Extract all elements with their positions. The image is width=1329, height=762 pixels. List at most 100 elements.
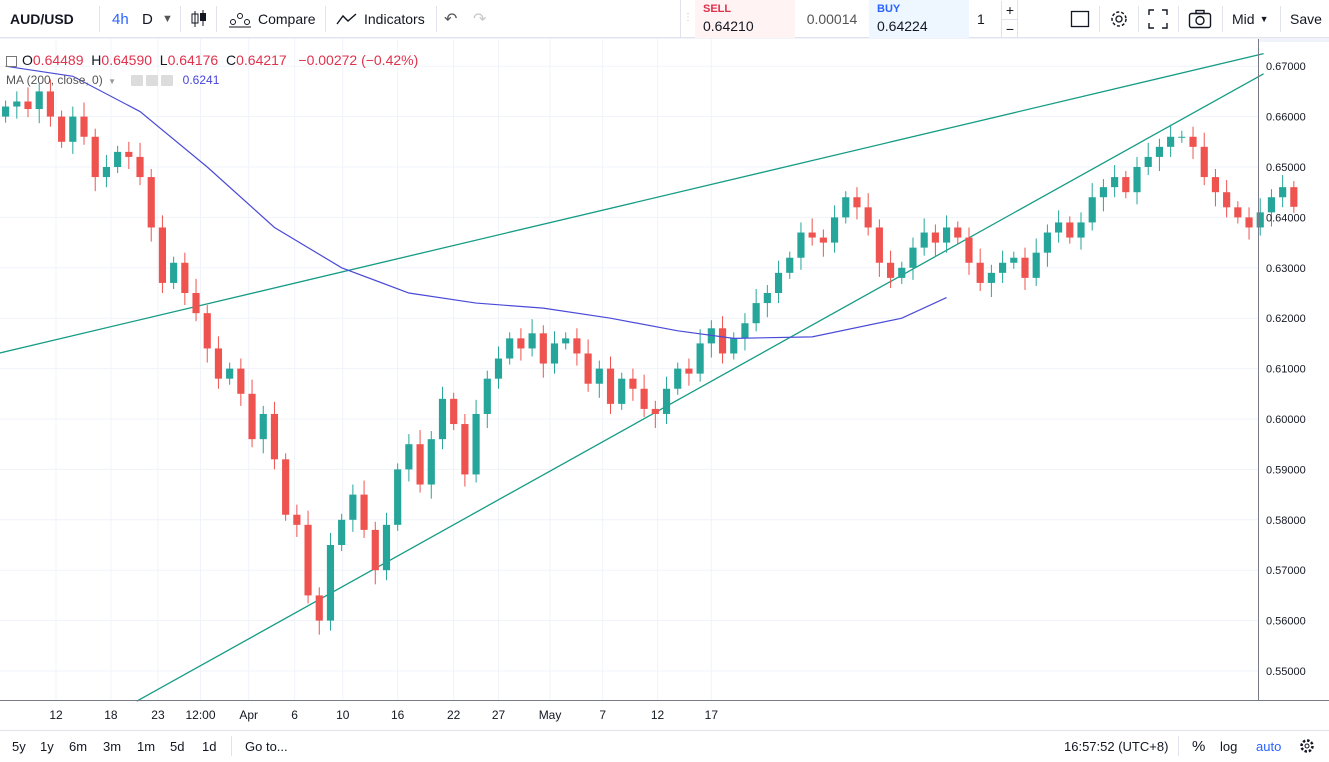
goto-button[interactable]: Go to... — [245, 738, 288, 754]
candle-body — [1178, 136, 1186, 138]
undo-icon[interactable]: ↶ — [444, 11, 458, 28]
chevron-down-icon[interactable]: ▼ — [108, 77, 116, 86]
close-icon[interactable] — [161, 75, 174, 87]
price-chart[interactable]: 0.55000 0.56000 0.57000 0.58000 0.59000 0.600… — [0, 39, 1329, 730]
log-toggle[interactable]: log — [1220, 738, 1238, 754]
chevron-down-icon[interactable]: ▼ — [162, 13, 173, 25]
y-tick-label: 0.61000 — [1266, 364, 1306, 376]
x-tick-label: 22 — [447, 708, 461, 722]
range-button-6m[interactable]: 6m — [69, 738, 88, 754]
candle-body — [1223, 192, 1231, 208]
candle-body — [450, 398, 458, 425]
gear-icon[interactable] — [1299, 731, 1315, 761]
range-button-5d[interactable]: 5d — [170, 738, 185, 754]
buy-button[interactable]: BUY 0.64224 — [869, 0, 969, 38]
candle-body — [517, 338, 525, 349]
quantity-plus-button[interactable]: + — [1001, 1, 1018, 19]
percent-toggle[interactable]: % — [1192, 737, 1206, 755]
symbol-label[interactable]: AUD/USD — [10, 11, 74, 27]
candle-body — [976, 262, 984, 283]
x-tick-label: 6 — [291, 708, 298, 722]
candle-body — [752, 303, 760, 324]
candle-body — [629, 378, 637, 389]
fullscreen-icon[interactable] — [1141, 0, 1175, 38]
y-tick-label: 0.60000 — [1266, 414, 1306, 426]
candle-body — [696, 343, 704, 374]
candle-body — [506, 338, 514, 359]
candle-body — [394, 469, 402, 525]
candle-body — [158, 227, 167, 283]
candle-body — [931, 232, 939, 243]
candle-body — [797, 232, 805, 258]
trendline — [0, 52, 1264, 354]
toolbar-divider — [1280, 6, 1281, 32]
candle-body — [80, 116, 88, 137]
range-button-1m[interactable]: 1m — [137, 738, 156, 754]
candle-body — [685, 368, 693, 374]
candle-body — [1055, 222, 1063, 233]
candle-body — [774, 272, 783, 293]
candle-body — [226, 368, 234, 379]
candle-body — [830, 217, 839, 243]
candle-body — [248, 393, 256, 440]
candle-body — [763, 293, 771, 304]
y-tick-label: 0.57000 — [1266, 565, 1306, 577]
plot-area — [0, 39, 1258, 700]
clock[interactable]: 16:57:52 (UTC+8) — [1064, 738, 1169, 754]
x-tick-label: 12 — [651, 708, 665, 722]
candle-body — [1267, 197, 1276, 213]
low-value: 0.64176 — [167, 52, 219, 68]
sell-button[interactable]: SELL 0.64210 — [695, 0, 795, 38]
toolbar-divider — [231, 736, 232, 756]
close-label: C — [225, 52, 237, 68]
ma-label[interactable]: MA (200, close, 0) — [6, 73, 103, 87]
range-button-5y[interactable]: 5y — [12, 738, 26, 754]
candle-body — [438, 398, 447, 440]
candle-body — [13, 101, 21, 107]
candle-body — [606, 368, 615, 404]
ma-legend: MA (200, close, 0) ▼ 0.6241 — [6, 73, 219, 87]
save-button[interactable]: Save — [1290, 11, 1322, 27]
candle-body — [1066, 222, 1074, 238]
rectangle-icon[interactable] — [1063, 0, 1097, 38]
y-tick-label: 0.63000 — [1266, 263, 1306, 275]
candle-body — [1211, 177, 1220, 193]
range-button-3m[interactable]: 3m — [103, 738, 122, 754]
candle-body — [1133, 167, 1141, 193]
candle-body — [259, 413, 267, 440]
indicators-button[interactable]: Indicators — [336, 0, 425, 38]
resolution-button[interactable]: D — [142, 10, 153, 28]
candle-body — [125, 151, 133, 157]
x-tick-label: 10 — [336, 708, 350, 722]
candle-body — [46, 91, 54, 117]
candle-body — [1189, 136, 1197, 147]
range-button-1d[interactable]: 1d — [202, 738, 217, 754]
candles-icon[interactable] — [190, 0, 208, 38]
drag-handle-icon[interactable]: ⋮⋮ — [683, 12, 701, 23]
quantity-minus-button[interactable]: − — [1001, 19, 1018, 38]
range-button-1y[interactable]: 1y — [40, 738, 54, 754]
sell-label: SELL — [703, 3, 732, 15]
candle-body — [954, 227, 962, 238]
y-tick-label: 0.62000 — [1266, 313, 1306, 325]
price-source-dropdown[interactable]: Mid ▼ — [1232, 0, 1268, 38]
candle-body — [886, 262, 895, 278]
toolbar-divider — [99, 6, 100, 32]
trendlines — [0, 52, 1264, 702]
interval-button[interactable]: 4h — [112, 10, 129, 28]
settings-icon[interactable] — [146, 75, 159, 87]
x-tick-label: 27 — [492, 708, 506, 722]
candle-body — [1279, 187, 1287, 198]
gear-icon[interactable] — [1102, 0, 1136, 38]
redo-icon[interactable]: ↷ — [473, 11, 487, 28]
camera-icon[interactable] — [1183, 0, 1217, 38]
quantity-value[interactable]: 1 — [977, 11, 985, 27]
candle-body — [718, 328, 727, 354]
collapse-icon[interactable] — [6, 55, 17, 67]
candle-body — [595, 368, 603, 384]
auto-toggle[interactable]: auto — [1256, 738, 1282, 754]
compare-button[interactable]: Compare — [228, 0, 316, 38]
low-label: L — [159, 52, 168, 68]
visibility-icon[interactable] — [131, 75, 144, 87]
candle-body — [293, 514, 301, 525]
